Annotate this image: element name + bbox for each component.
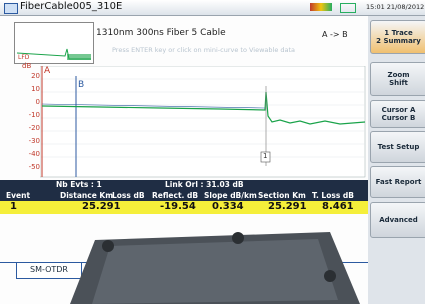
button-label: Zoom: [371, 71, 425, 79]
device-case: [0, 0, 425, 304]
button-label: Cursor B: [371, 114, 425, 122]
button-label: Cursor A: [371, 106, 425, 114]
tab-text: Trace: [392, 29, 413, 37]
tab-number: 1: [384, 29, 389, 37]
button-label: Advanced: [371, 216, 425, 224]
button-label: Fast Report: [371, 178, 425, 186]
button-label: Test Setup: [371, 143, 425, 151]
fast-report-button[interactable]: Fast Report: [370, 166, 425, 198]
view-tabs[interactable]: 1 Trace 2 Summary: [370, 20, 425, 54]
advanced-button[interactable]: Advanced: [370, 202, 425, 238]
tab-text: Summary: [383, 37, 420, 45]
tab-summary: 2 Summary: [371, 37, 425, 45]
device-photo: FiberCable005_310E 15:01 21/08/2012 LFD …: [0, 0, 425, 304]
tab-trace: 1 Trace: [371, 29, 425, 37]
test-setup-button[interactable]: Test Setup: [370, 131, 425, 163]
button-label: Shift: [371, 79, 425, 87]
tab-number: 2: [376, 37, 381, 45]
